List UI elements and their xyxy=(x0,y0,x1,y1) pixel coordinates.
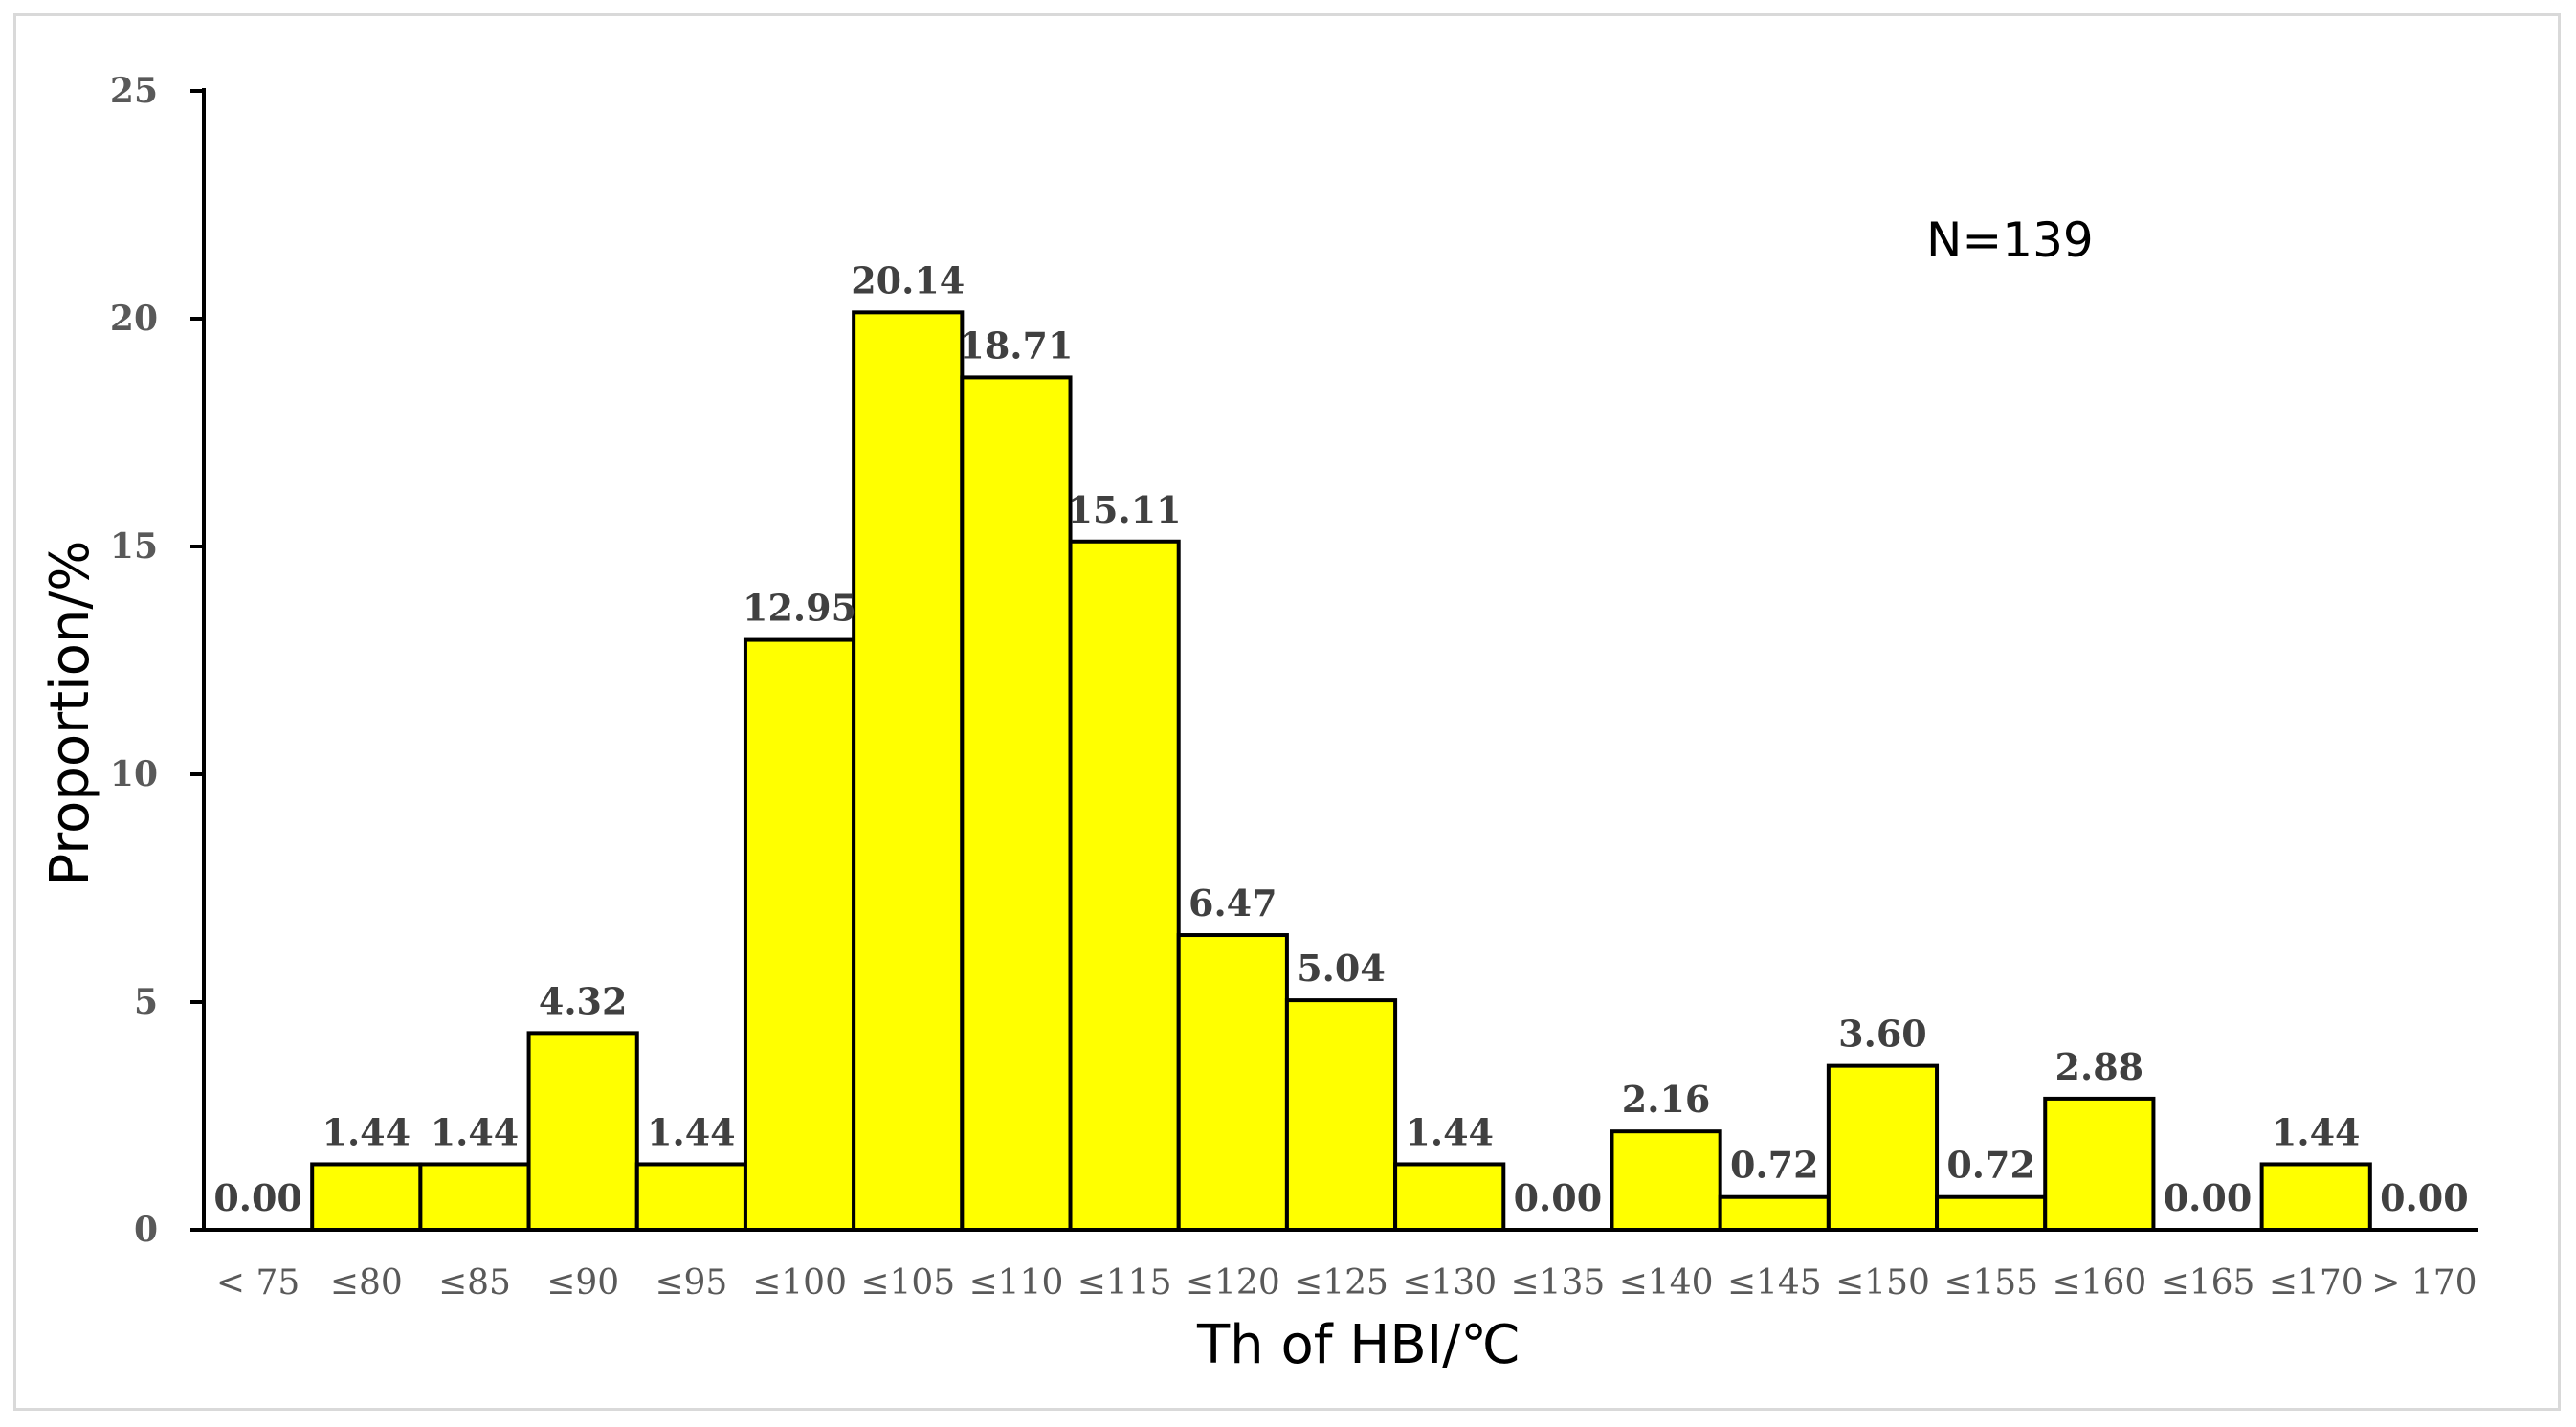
x-category-label-20: > 170 xyxy=(2371,1263,2476,1303)
x-category-label-4: ≤95 xyxy=(655,1263,727,1303)
bar-10 xyxy=(1284,998,1398,1232)
bar-8 xyxy=(1068,539,1181,1232)
x-category-label-9: ≤120 xyxy=(1186,1263,1280,1303)
bar-6 xyxy=(852,310,965,1232)
bars-layer xyxy=(310,310,2372,1233)
x-category-label-12: ≤135 xyxy=(1510,1263,1605,1303)
data-label-4: 1.44 xyxy=(647,1110,736,1153)
bar-14 xyxy=(1718,1194,1831,1233)
x-category-label-16: ≤155 xyxy=(1943,1263,2038,1303)
x-category-label-15: ≤150 xyxy=(1835,1263,1930,1303)
bar-11 xyxy=(1393,1162,1506,1233)
bar-9 xyxy=(1176,933,1289,1232)
data-label-2: 1.44 xyxy=(431,1110,520,1153)
x-category-label-14: ≤145 xyxy=(1727,1263,1822,1303)
bar-17 xyxy=(2043,1096,2156,1232)
data-label-11: 1.44 xyxy=(1405,1110,1494,1153)
data-label-16: 0.72 xyxy=(1946,1144,2035,1187)
y-tick-label-0: 0 xyxy=(134,1210,158,1250)
y-tick-label-3: 15 xyxy=(110,526,158,567)
data-label-9: 6.47 xyxy=(1188,881,1277,925)
data-label-18: 0.00 xyxy=(2164,1176,2253,1219)
bar-19 xyxy=(2259,1162,2372,1233)
data-label-13: 2.16 xyxy=(1622,1078,1711,1121)
x-category-label-13: ≤140 xyxy=(1619,1263,1714,1303)
x-category-label-18: ≤165 xyxy=(2161,1263,2255,1303)
data-label-6: 20.14 xyxy=(851,258,965,301)
bar-5 xyxy=(743,637,856,1232)
data-label-15: 3.60 xyxy=(1838,1013,1927,1056)
x-category-label-2: ≤85 xyxy=(438,1263,511,1303)
y-tick-label-4: 20 xyxy=(110,299,158,339)
axes-layer xyxy=(202,88,2478,1232)
y-tick-label-1: 5 xyxy=(134,982,158,1022)
bar-15 xyxy=(1826,1063,1940,1233)
x-category-label-1: ≤80 xyxy=(330,1263,403,1303)
data-label-12: 0.00 xyxy=(1514,1176,1603,1219)
x-category-label-8: ≤115 xyxy=(1077,1263,1172,1303)
x-category-label-7: ≤110 xyxy=(968,1263,1063,1303)
x-category-label-0: < 75 xyxy=(216,1263,300,1303)
data-labels-layer: 0.00 1.44 1.44 4.32 1.44 12.95 20.14 18.71 15.11… xyxy=(213,258,2468,1219)
x-category-label-5: ≤100 xyxy=(752,1263,847,1303)
x-category-label-19: ≤170 xyxy=(2269,1263,2364,1303)
data-label-5: 12.95 xyxy=(743,587,856,630)
data-label-1: 1.44 xyxy=(322,1110,411,1153)
x-category-label-17: ≤160 xyxy=(2052,1263,2146,1303)
bar-2 xyxy=(418,1162,531,1233)
bar-1 xyxy=(310,1162,423,1233)
data-label-20: 0.00 xyxy=(2380,1176,2469,1219)
y-tick-label-2: 10 xyxy=(110,754,158,794)
sample-size-annotation: N=139 xyxy=(1926,212,2094,268)
x-category-label-3: ≤90 xyxy=(546,1263,619,1303)
bar-7 xyxy=(960,375,1073,1232)
data-label-14: 0.72 xyxy=(1730,1144,1819,1187)
data-label-10: 5.04 xyxy=(1297,947,1386,990)
data-label-7: 18.71 xyxy=(959,323,1073,367)
bar-3 xyxy=(526,1031,639,1233)
x-category-label-6: ≤105 xyxy=(860,1263,955,1303)
data-label-0: 0.00 xyxy=(213,1176,302,1219)
bar-4 xyxy=(634,1162,747,1233)
y-ticks-layer: 0 5 10 15 20 25 xyxy=(110,71,204,1250)
y-tick-label-5: 25 xyxy=(110,71,158,111)
x-category-label-11: ≤130 xyxy=(1402,1263,1497,1303)
y-axis-title: Proportion/% xyxy=(39,540,101,885)
data-label-3: 4.32 xyxy=(539,979,628,1022)
x-categories-layer: < 75 ≤80 ≤85 ≤90 ≤95 ≤100 ≤105 ≤110 ≤115 ≤120 ≤125… xyxy=(216,1263,2477,1303)
data-label-19: 1.44 xyxy=(2272,1110,2361,1153)
x-category-label-10: ≤125 xyxy=(1294,1263,1388,1303)
x-axis-title: Th of HBI/℃ xyxy=(1196,1314,1521,1376)
data-label-8: 15.11 xyxy=(1068,488,1182,531)
bar-13 xyxy=(1610,1129,1722,1232)
data-label-17: 2.88 xyxy=(2055,1045,2144,1088)
bar-16 xyxy=(1935,1194,2048,1233)
